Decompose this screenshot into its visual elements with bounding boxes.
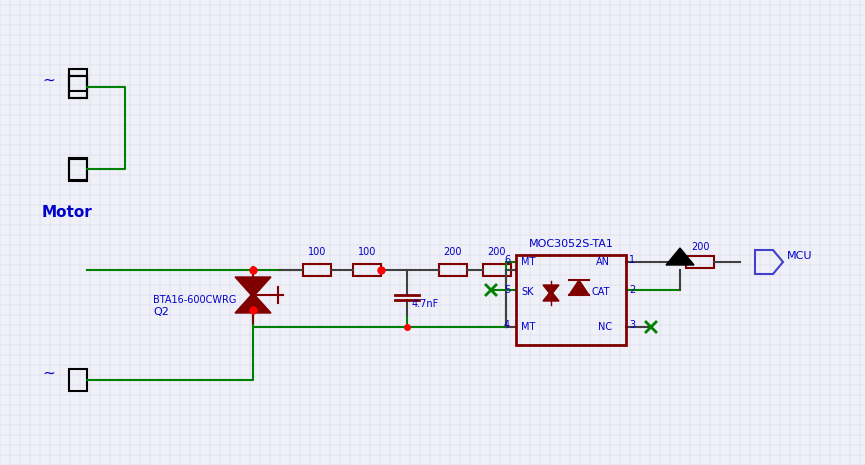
Text: ~: ~ bbox=[42, 366, 54, 381]
Text: SK: SK bbox=[521, 287, 534, 297]
Text: 2: 2 bbox=[629, 285, 635, 295]
Polygon shape bbox=[235, 293, 271, 313]
Polygon shape bbox=[543, 291, 559, 301]
Bar bbox=[303, 264, 331, 276]
Polygon shape bbox=[666, 248, 694, 265]
Bar bbox=[353, 264, 381, 276]
Text: 200: 200 bbox=[444, 247, 462, 257]
Text: 3: 3 bbox=[629, 320, 635, 330]
Bar bbox=[686, 256, 714, 268]
Text: 100: 100 bbox=[308, 247, 326, 257]
Text: MT: MT bbox=[521, 257, 535, 267]
Bar bbox=[69, 159, 87, 181]
Bar bbox=[439, 264, 467, 276]
Bar bbox=[69, 69, 87, 91]
Bar bbox=[483, 264, 511, 276]
Text: 5: 5 bbox=[504, 285, 510, 295]
Text: 4.7nF: 4.7nF bbox=[412, 299, 439, 309]
Bar bbox=[516, 255, 626, 345]
Text: Motor: Motor bbox=[42, 205, 93, 220]
Polygon shape bbox=[569, 280, 589, 295]
Text: 200: 200 bbox=[691, 242, 709, 252]
Text: BTA16-600CWRG: BTA16-600CWRG bbox=[153, 295, 236, 305]
Text: 6: 6 bbox=[504, 255, 510, 265]
Text: MCU: MCU bbox=[787, 251, 812, 261]
Bar bbox=[69, 158, 87, 180]
Bar bbox=[69, 76, 87, 98]
Text: AN: AN bbox=[596, 257, 610, 267]
Polygon shape bbox=[543, 285, 559, 295]
Text: 1: 1 bbox=[629, 255, 635, 265]
Text: NC: NC bbox=[598, 322, 612, 332]
Text: MT: MT bbox=[521, 322, 535, 332]
Text: CAT: CAT bbox=[591, 287, 610, 297]
Text: MOC3052S-TA1: MOC3052S-TA1 bbox=[529, 239, 613, 249]
Text: ~: ~ bbox=[42, 73, 54, 88]
Text: Q2: Q2 bbox=[153, 307, 169, 317]
Bar bbox=[69, 369, 87, 391]
Text: 200: 200 bbox=[488, 247, 506, 257]
Text: 100: 100 bbox=[358, 247, 376, 257]
Polygon shape bbox=[235, 277, 271, 297]
Text: 4: 4 bbox=[504, 320, 510, 330]
Bar bbox=[69, 76, 87, 98]
